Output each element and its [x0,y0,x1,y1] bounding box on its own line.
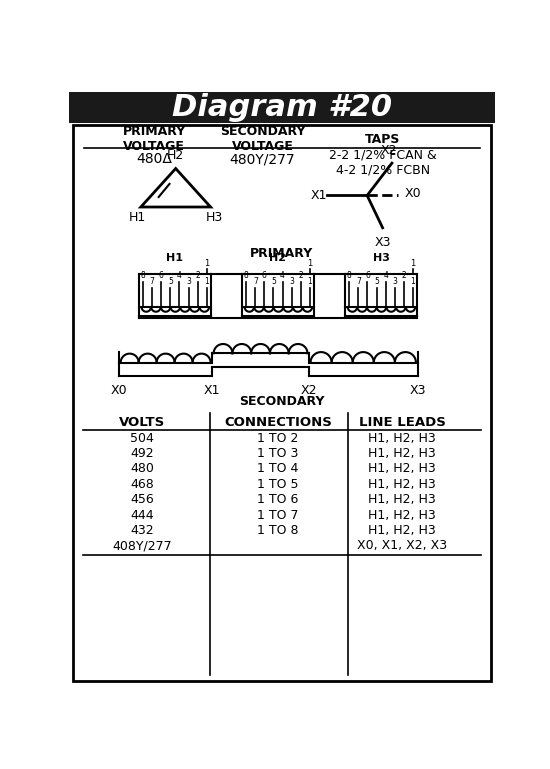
Text: 7: 7 [356,278,361,286]
Text: PRIMARY: PRIMARY [250,247,313,260]
Text: 7: 7 [253,278,258,286]
FancyBboxPatch shape [69,92,495,123]
Text: 4: 4 [383,271,388,280]
Text: 1 TO 7: 1 TO 7 [257,508,299,521]
Text: X1: X1 [311,189,327,202]
Text: X2: X2 [301,384,317,397]
Text: H1, H2, H3: H1, H2, H3 [368,524,436,537]
Text: 6: 6 [159,271,164,280]
Text: 8: 8 [244,271,249,280]
Text: 1 TO 4: 1 TO 4 [257,462,299,475]
Text: H1, H2, H3: H1, H2, H3 [368,462,436,475]
Text: VOLTS: VOLTS [119,417,166,429]
Text: H2: H2 [270,253,287,263]
Text: 2-2 1/2% FCAN &
4-2 1/2% FCBN: 2-2 1/2% FCAN & 4-2 1/2% FCBN [329,148,437,176]
Text: 2: 2 [402,271,406,280]
Text: H1, H2, H3: H1, H2, H3 [368,493,436,506]
Text: 6: 6 [365,271,370,280]
Text: 1 TO 6: 1 TO 6 [257,493,299,506]
Text: H1, H2, H3: H1, H2, H3 [368,508,436,521]
Text: 408Y/277: 408Y/277 [113,539,172,552]
Text: 6: 6 [262,271,267,280]
Text: 3: 3 [392,278,397,286]
Text: X0: X0 [111,384,128,397]
Text: X2: X2 [381,144,397,157]
Text: X0: X0 [404,188,421,201]
Text: LINE LEADS: LINE LEADS [359,417,446,429]
Text: 4: 4 [280,271,285,280]
Text: TAPS: TAPS [365,133,400,146]
Text: X0, X1, X2, X3: X0, X1, X2, X3 [357,539,447,552]
Text: 444: 444 [130,508,154,521]
Text: 480: 480 [130,462,155,475]
Text: H3: H3 [373,253,389,263]
Text: 2: 2 [298,271,303,280]
Text: 8: 8 [141,271,146,280]
Text: 4: 4 [177,271,182,280]
Text: 1: 1 [307,278,312,286]
Text: PRIMARY
VOLTAGE: PRIMARY VOLTAGE [122,125,186,153]
Text: 1: 1 [307,259,312,268]
Text: 468: 468 [130,478,154,491]
Text: 1: 1 [410,278,415,286]
Text: SECONDARY: SECONDARY [239,394,324,408]
Text: 2: 2 [195,271,200,280]
Text: X3: X3 [409,384,426,397]
Text: H1, H2, H3: H1, H2, H3 [368,478,436,491]
Text: H1: H1 [167,253,184,263]
Text: H1, H2, H3: H1, H2, H3 [368,431,436,444]
Text: 7: 7 [150,278,155,286]
Text: 504: 504 [130,431,155,444]
Text: 1 TO 5: 1 TO 5 [257,478,299,491]
Text: SECONDARY
VOLTAGE: SECONDARY VOLTAGE [220,125,305,153]
Text: 1 TO 3: 1 TO 3 [257,447,299,460]
Text: Diagram #20: Diagram #20 [172,93,392,122]
Text: 480Δ: 480Δ [136,152,172,166]
Text: CONNECTIONS: CONNECTIONS [224,417,332,429]
Text: 1 TO 8: 1 TO 8 [257,524,299,537]
Text: 492: 492 [130,447,154,460]
Text: X1: X1 [204,384,221,397]
Text: 432: 432 [130,524,154,537]
Text: 5: 5 [271,278,276,286]
Text: 5: 5 [374,278,379,286]
Text: 8: 8 [347,271,351,280]
Text: 456: 456 [130,493,154,506]
Text: 3: 3 [186,278,191,286]
Text: H3: H3 [206,211,223,224]
Text: X3: X3 [375,235,391,248]
Text: 1: 1 [205,278,209,286]
Text: 3: 3 [289,278,294,286]
Text: 1 TO 2: 1 TO 2 [257,431,299,444]
Text: 5: 5 [168,278,173,286]
Text: H1: H1 [128,211,146,224]
Text: H1, H2, H3: H1, H2, H3 [368,447,436,460]
Text: 480Y/277: 480Y/277 [230,152,295,166]
Text: H2: H2 [167,149,184,162]
Text: 1: 1 [410,259,415,268]
Text: 1: 1 [204,259,210,268]
